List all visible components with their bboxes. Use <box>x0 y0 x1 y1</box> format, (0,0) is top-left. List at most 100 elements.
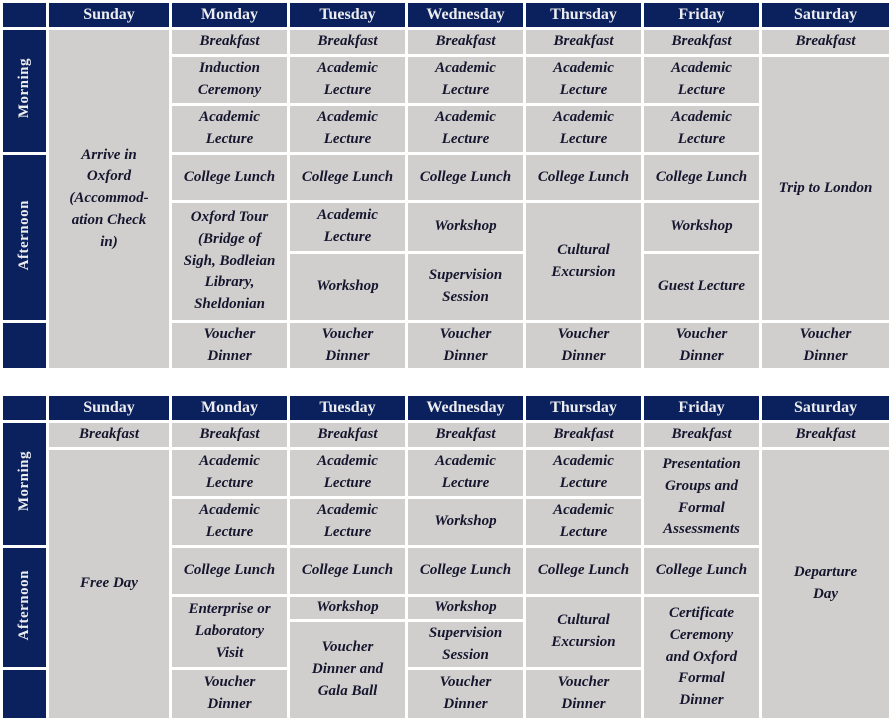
schedule-cell: College Lunch <box>408 548 523 594</box>
schedule-cell: Academic Lecture <box>526 450 641 496</box>
schedule-cell: Free Day <box>49 450 169 718</box>
schedule-cell: Academic Lecture <box>172 106 287 152</box>
schedule-cell: Breakfast <box>172 30 287 54</box>
schedule-cell: Academic Lecture <box>526 106 641 152</box>
schedule-cell: Voucher Dinner <box>408 670 523 718</box>
schedule-cell: Breakfast <box>526 30 641 54</box>
day-header-row-week2: Sunday Monday Tuesday Wednesday Thursday Frid… <box>3 396 889 420</box>
schedule-cell: College Lunch <box>290 548 405 594</box>
schedule-cell: College Lunch <box>526 548 641 594</box>
day-header-thursday: Thursday <box>526 3 641 27</box>
timetable-week2: Sunday Monday Tuesday Wednesday Thursday Frid… <box>0 393 892 721</box>
schedule-cell: Voucher Dinner <box>526 670 641 718</box>
schedule-cell: Breakfast <box>172 423 287 447</box>
schedule-cell: Breakfast <box>526 423 641 447</box>
schedule-cell: Academic Lecture <box>408 450 523 496</box>
day-header-wednesday: Wednesday <box>408 396 523 420</box>
schedule-cell: Workshop <box>408 203 523 251</box>
period-label-morning: Morning <box>3 423 46 545</box>
schedule-body-week2: Morning Breakfast Breakfast Breakfast Breakf… <box>3 423 889 718</box>
day-header-tuesday: Tuesday <box>290 396 405 420</box>
day-header-monday: Monday <box>172 396 287 420</box>
schedule-cell: Voucher Dinner <box>526 323 641 368</box>
day-header-friday: Friday <box>644 3 759 27</box>
schedule-cell: Voucher Dinner <box>290 323 405 368</box>
schedule-cell: Certificate Ceremony and Oxford Formal D… <box>644 597 759 718</box>
period-label-afternoon: Afternoon <box>3 548 46 667</box>
schedule-cell: Academic Lecture <box>526 57 641 103</box>
schedule-cell: Cultural Excursion <box>526 203 641 320</box>
day-header-sunday: Sunday <box>49 3 169 27</box>
schedule-cell: Breakfast <box>644 423 759 447</box>
schedule-cell: Academic Lecture <box>290 450 405 496</box>
period-label-text: Afternoon <box>16 199 32 271</box>
period-label-text: Morning <box>16 451 32 512</box>
period-label-text: Afternoon <box>16 569 32 641</box>
schedule-cell: Breakfast <box>408 423 523 447</box>
schedule-cell: Academic Lecture <box>526 499 641 545</box>
schedule-cell: Workshop <box>644 203 759 251</box>
schedule-cell: Trip to London <box>762 57 889 320</box>
schedule-cell: Breakfast <box>290 423 405 447</box>
schedule-cell: Enterprise or Laboratory Visit <box>172 597 287 667</box>
day-header-monday: Monday <box>172 3 287 27</box>
schedule-cell: Presentation Groups and Formal Assessmen… <box>644 450 759 545</box>
schedule-cell: Induction Ceremony <box>172 57 287 103</box>
schedule-cell: College Lunch <box>644 155 759 200</box>
period-blank-cell <box>3 323 46 368</box>
corner-cell <box>3 396 46 420</box>
schedule-cell: Supervision Session <box>408 622 523 667</box>
schedule-cell: Voucher Dinner and Gala Ball <box>290 622 405 718</box>
schedule-cell: Academic Lecture <box>408 57 523 103</box>
schedule-cell: Academic Lecture <box>644 106 759 152</box>
schedule-cell: Arrive in Oxford (Accommod- ation Check … <box>49 30 169 368</box>
schedule-cell: Voucher Dinner <box>172 323 287 368</box>
schedule-cell: Voucher Dinner <box>172 670 287 718</box>
day-header-saturday: Saturday <box>762 396 889 420</box>
schedule-cell: Workshop <box>408 597 523 619</box>
day-header-tuesday: Tuesday <box>290 3 405 27</box>
schedule-cell: Workshop <box>290 254 405 320</box>
schedule-cell: Breakfast <box>290 30 405 54</box>
schedule-cell: Breakfast <box>762 30 889 54</box>
corner-cell <box>3 3 46 27</box>
schedule-cell: Voucher Dinner <box>762 323 889 368</box>
period-label-text: Morning <box>16 58 32 119</box>
period-blank-cell <box>3 670 46 718</box>
schedule-cell: Breakfast <box>49 423 169 447</box>
schedule-cell: College Lunch <box>290 155 405 200</box>
schedule-cell: Breakfast <box>762 423 889 447</box>
schedule-cell: Academic Lecture <box>290 203 405 251</box>
day-header-thursday: Thursday <box>526 396 641 420</box>
period-label-afternoon: Afternoon <box>3 155 46 320</box>
schedule-cell: Voucher Dinner <box>408 323 523 368</box>
schedule-cell: Academic Lecture <box>644 57 759 103</box>
schedule-cell: College Lunch <box>172 155 287 200</box>
schedule-cell: Voucher Dinner <box>644 323 759 368</box>
schedule-cell: College Lunch <box>408 155 523 200</box>
day-header-saturday: Saturday <box>762 3 889 27</box>
schedule-cell: Departure Day <box>762 450 889 718</box>
schedule-cell: Breakfast <box>408 30 523 54</box>
schedule-cell: Academic Lecture <box>172 450 287 496</box>
day-header-wednesday: Wednesday <box>408 3 523 27</box>
day-header-friday: Friday <box>644 396 759 420</box>
schedule-cell: Academic Lecture <box>290 499 405 545</box>
timetable-week1: Sunday Monday Tuesday Wednesday Thursday Frid… <box>3 3 889 368</box>
schedule-cell: Academic Lecture <box>290 106 405 152</box>
schedule-cell: College Lunch <box>526 155 641 200</box>
schedule-cell: Oxford Tour (Bridge of Sigh, Bodleian Li… <box>172 203 287 320</box>
schedule-cell: Workshop <box>290 597 405 619</box>
schedule-cell: Academic Lecture <box>408 106 523 152</box>
schedule-cell: Academic Lecture <box>290 57 405 103</box>
schedule-cell: Guest Lecture <box>644 254 759 320</box>
schedule-cell: Breakfast <box>644 30 759 54</box>
schedule-cell: College Lunch <box>644 548 759 594</box>
day-header-row-week1: Sunday Monday Tuesday Wednesday Thursday Frid… <box>3 3 889 27</box>
schedule-cell: Workshop <box>408 499 523 545</box>
day-header-sunday: Sunday <box>49 396 169 420</box>
period-label-morning: Morning <box>3 30 46 152</box>
schedule-cell: Supervision Session <box>408 254 523 320</box>
schedule-cell: Cultural Excursion <box>526 597 641 667</box>
